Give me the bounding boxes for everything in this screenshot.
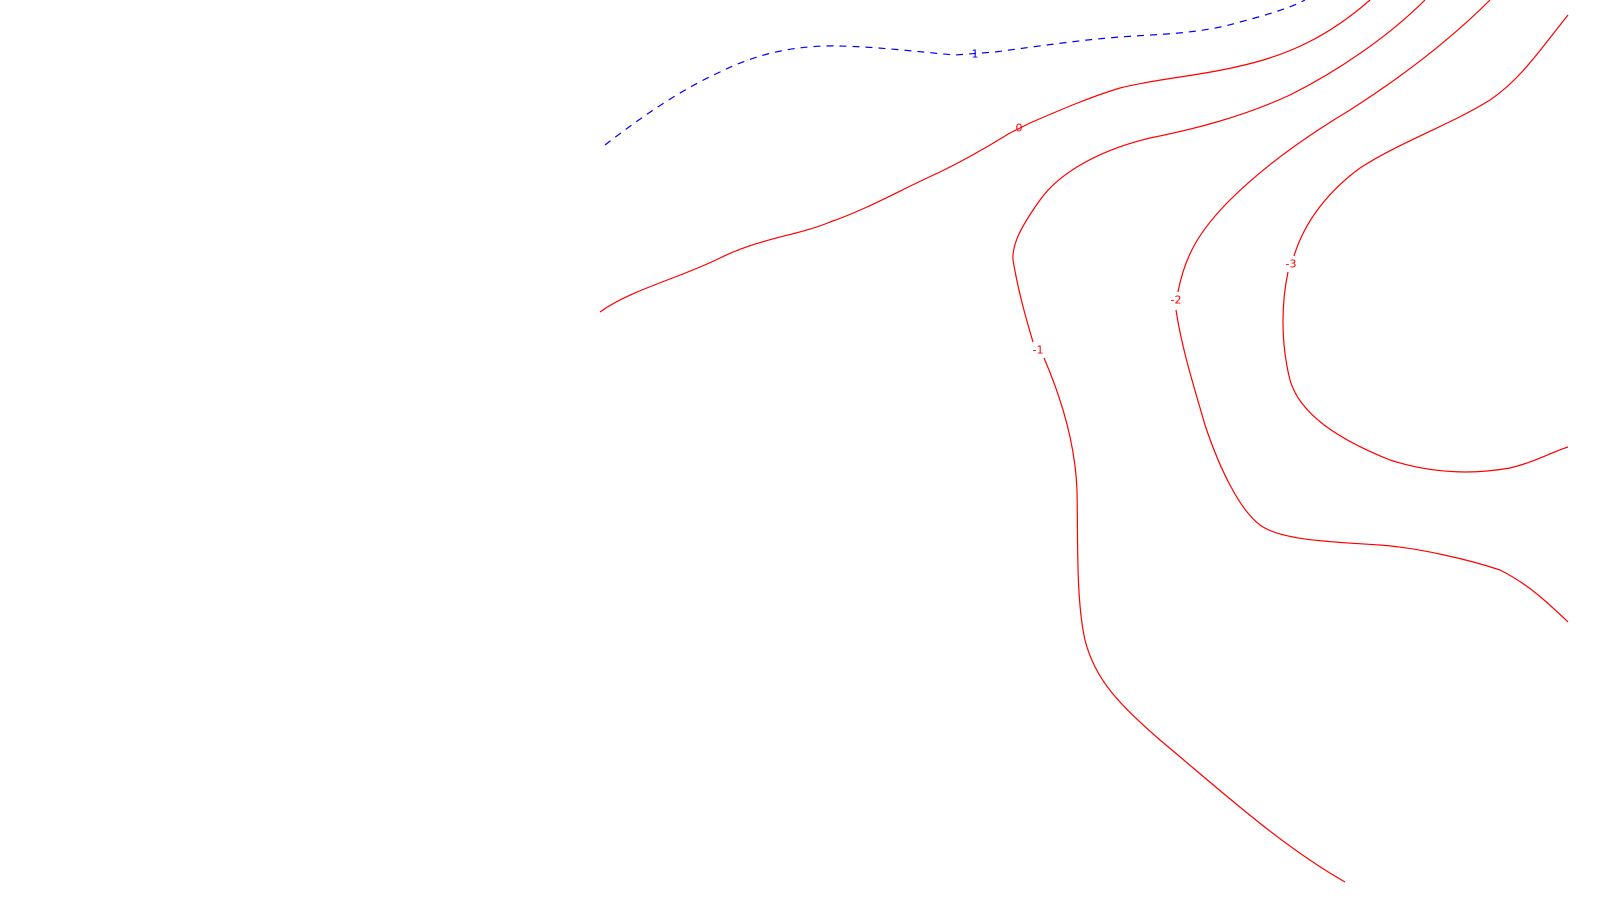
contour-line-minus-3 [1282,14,1569,473]
contour-line-minus-2 [1175,0,1569,623]
contour-line-minus-1 [1012,0,1426,883]
contour-label-minus-3: -3 [1286,258,1297,271]
contour-label-minus-1: -1 [1033,344,1044,357]
contour-label-zero: 0 [1016,122,1023,135]
contour-line-zero [599,0,1371,313]
contour-label-plus-1: 1 [972,48,979,61]
contour-line-plus-1 [604,0,1306,146]
contour-label-minus-2: -2 [1171,294,1182,307]
